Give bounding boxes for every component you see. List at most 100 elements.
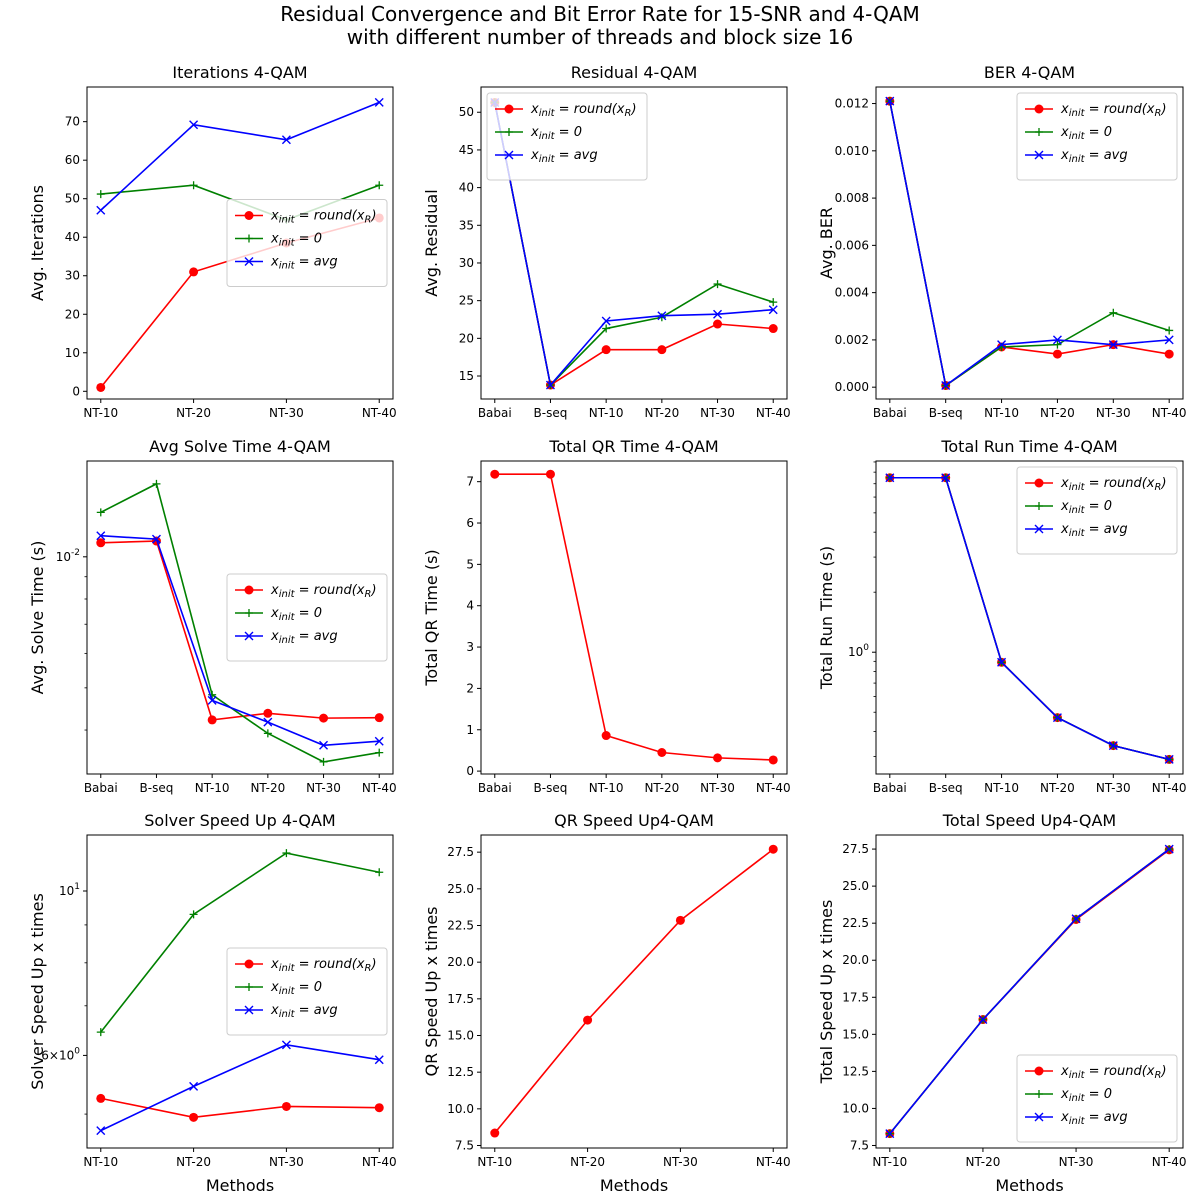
legend-entry-round: xinit = round(xR) — [530, 102, 637, 119]
y-tick-label: 25 — [459, 294, 474, 308]
plot-frame — [875, 86, 1184, 400]
data-point — [602, 324, 611, 333]
y-tick-label: 7 — [466, 475, 474, 489]
legend-box — [226, 199, 388, 287]
data-point — [96, 190, 105, 199]
y-tick-label: 0.012 — [835, 97, 869, 111]
data-point — [978, 1015, 988, 1025]
series-round — [96, 536, 384, 725]
y-tick-label: 20.0 — [842, 953, 869, 967]
series-zero — [96, 479, 384, 766]
x-tick-label: NT-30 — [269, 1155, 304, 1169]
legend-marker — [1035, 128, 1043, 136]
series-line — [100, 482, 380, 763]
subplot-sspeed: Solver Speed Up 4-QAM NT-10 NT-20 NT-30 NT-4… — [28, 811, 397, 1195]
x-tick-label: NT-30 — [700, 406, 735, 420]
series-avg — [885, 473, 1174, 764]
series-round — [490, 469, 778, 765]
x-tick-label: NT-10 — [589, 781, 624, 795]
data-point — [96, 1126, 106, 1136]
series-line — [494, 473, 774, 761]
x-tick-label: B-seq — [929, 406, 963, 420]
legend-box — [226, 947, 388, 1036]
data-point — [319, 757, 328, 766]
subplot-title: QR Speed Up4-QAM — [554, 811, 714, 830]
legend: xinit = round(xR) xinit = 0 xinit = avg — [1016, 92, 1178, 181]
subplot-title: Total Run Time 4-QAM — [940, 437, 1117, 456]
data-point — [375, 868, 384, 877]
legend-entry-zero: xinit = 0 — [1060, 1087, 1112, 1104]
legend-box — [1016, 92, 1178, 181]
legend-marker — [244, 1005, 254, 1015]
legend: xinit = round(xR) xinit = 0 xinit = avg — [1016, 1054, 1178, 1143]
legend-entry-avg: xinit = avg — [530, 148, 598, 165]
legend-marker — [1034, 150, 1044, 160]
data-point — [189, 181, 198, 190]
subplot-title: Solver Speed Up 4-QAM — [144, 811, 335, 830]
data-point — [207, 695, 217, 705]
series-line — [889, 848, 1170, 1135]
legend-entry-zero: xinit = 0 — [530, 125, 582, 142]
y-tick-label: 27.5 — [842, 842, 869, 856]
data-point — [657, 345, 667, 355]
legend-entry-zero: xinit = 0 — [270, 232, 322, 249]
legend-marker — [244, 959, 254, 969]
x-tick-label: NT-40 — [756, 781, 791, 795]
data-point — [281, 135, 291, 145]
legend: xinit = round(xR) xinit = 0 xinit = avg — [226, 199, 388, 287]
x-tick-label: NT-40 — [362, 406, 397, 420]
subplot-title: Avg Solve Time 4-QAM — [149, 437, 331, 456]
y-tick-label: 70 — [65, 115, 80, 129]
data-point — [96, 508, 105, 517]
plot-frame — [480, 834, 788, 1149]
legend-marker — [244, 211, 254, 220]
y-tick-label: 12.5 — [842, 1064, 869, 1078]
data-point — [374, 1103, 384, 1113]
subplot-iter: Iterations 4-QAM NT-10 NT-20 NT-30 NT-40 0 10 2… — [28, 63, 397, 420]
x-tick-label: NT-40 — [1152, 781, 1187, 795]
figure-title-line-2: with different number of threads and blo… — [347, 25, 853, 49]
subplot-qr: Total QR Time 4-QAM Babai B-seq NT-10 NT-20 N… — [422, 437, 791, 795]
data-point — [583, 1015, 593, 1025]
data-point — [768, 305, 778, 315]
data-point — [1108, 340, 1118, 350]
plot-frame — [480, 460, 788, 775]
data-point — [263, 729, 272, 738]
y-tick-label: 0.002 — [835, 333, 869, 347]
data-point — [769, 298, 778, 307]
data-point — [189, 1081, 199, 1091]
data-point — [1108, 741, 1118, 751]
y-tick-label: 60 — [65, 153, 80, 167]
x-tick-label: NT-40 — [756, 1155, 791, 1169]
data-point — [1164, 335, 1174, 345]
data-point — [657, 311, 667, 321]
x-tick-label: NT-40 — [362, 1155, 397, 1169]
data-point — [207, 715, 217, 725]
y-tick-label: 40 — [65, 230, 80, 244]
legend-entry-round: xinit = round(xR) — [1060, 1064, 1167, 1081]
figure-title-line-1: Residual Convergence and Bit Error Rate … — [280, 2, 920, 26]
data-point — [768, 844, 778, 854]
subplot-title: BER 4-QAM — [984, 63, 1075, 82]
y-tick-label: 22.5 — [447, 918, 474, 932]
plot-frame — [875, 834, 1184, 1149]
data-point — [374, 1055, 384, 1065]
data-point — [1165, 326, 1174, 335]
subplot-title: Total Speed Up4-QAM — [942, 811, 1116, 830]
x-tick-label: B-seq — [929, 781, 963, 795]
y-tick-label: 50 — [459, 105, 474, 119]
data-point — [282, 849, 291, 858]
x-tick-label: NT-20 — [570, 1155, 605, 1169]
legend-marker — [244, 631, 254, 641]
legend: xinit = round(xR) xinit = 0 xinit = avg — [486, 92, 648, 181]
series-line — [100, 101, 380, 211]
subplot-title: Total QR Time 4-QAM — [548, 437, 718, 456]
x-tick-label: NT-10 — [83, 1155, 118, 1169]
x-tick-label: NT-10 — [872, 1155, 907, 1169]
data-point — [1164, 844, 1174, 854]
legend: xinit = round(xR) xinit = 0 xinit = avg — [1016, 466, 1178, 555]
data-point — [375, 748, 384, 757]
y-tick-label: 10-2 — [56, 548, 80, 564]
data-point — [768, 324, 778, 334]
